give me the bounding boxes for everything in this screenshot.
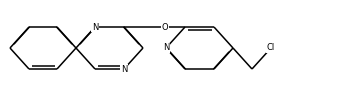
Text: Cl: Cl — [267, 43, 275, 52]
Text: O: O — [162, 23, 168, 32]
Text: N: N — [163, 43, 169, 52]
Text: N: N — [121, 65, 127, 74]
Text: N: N — [92, 23, 98, 32]
